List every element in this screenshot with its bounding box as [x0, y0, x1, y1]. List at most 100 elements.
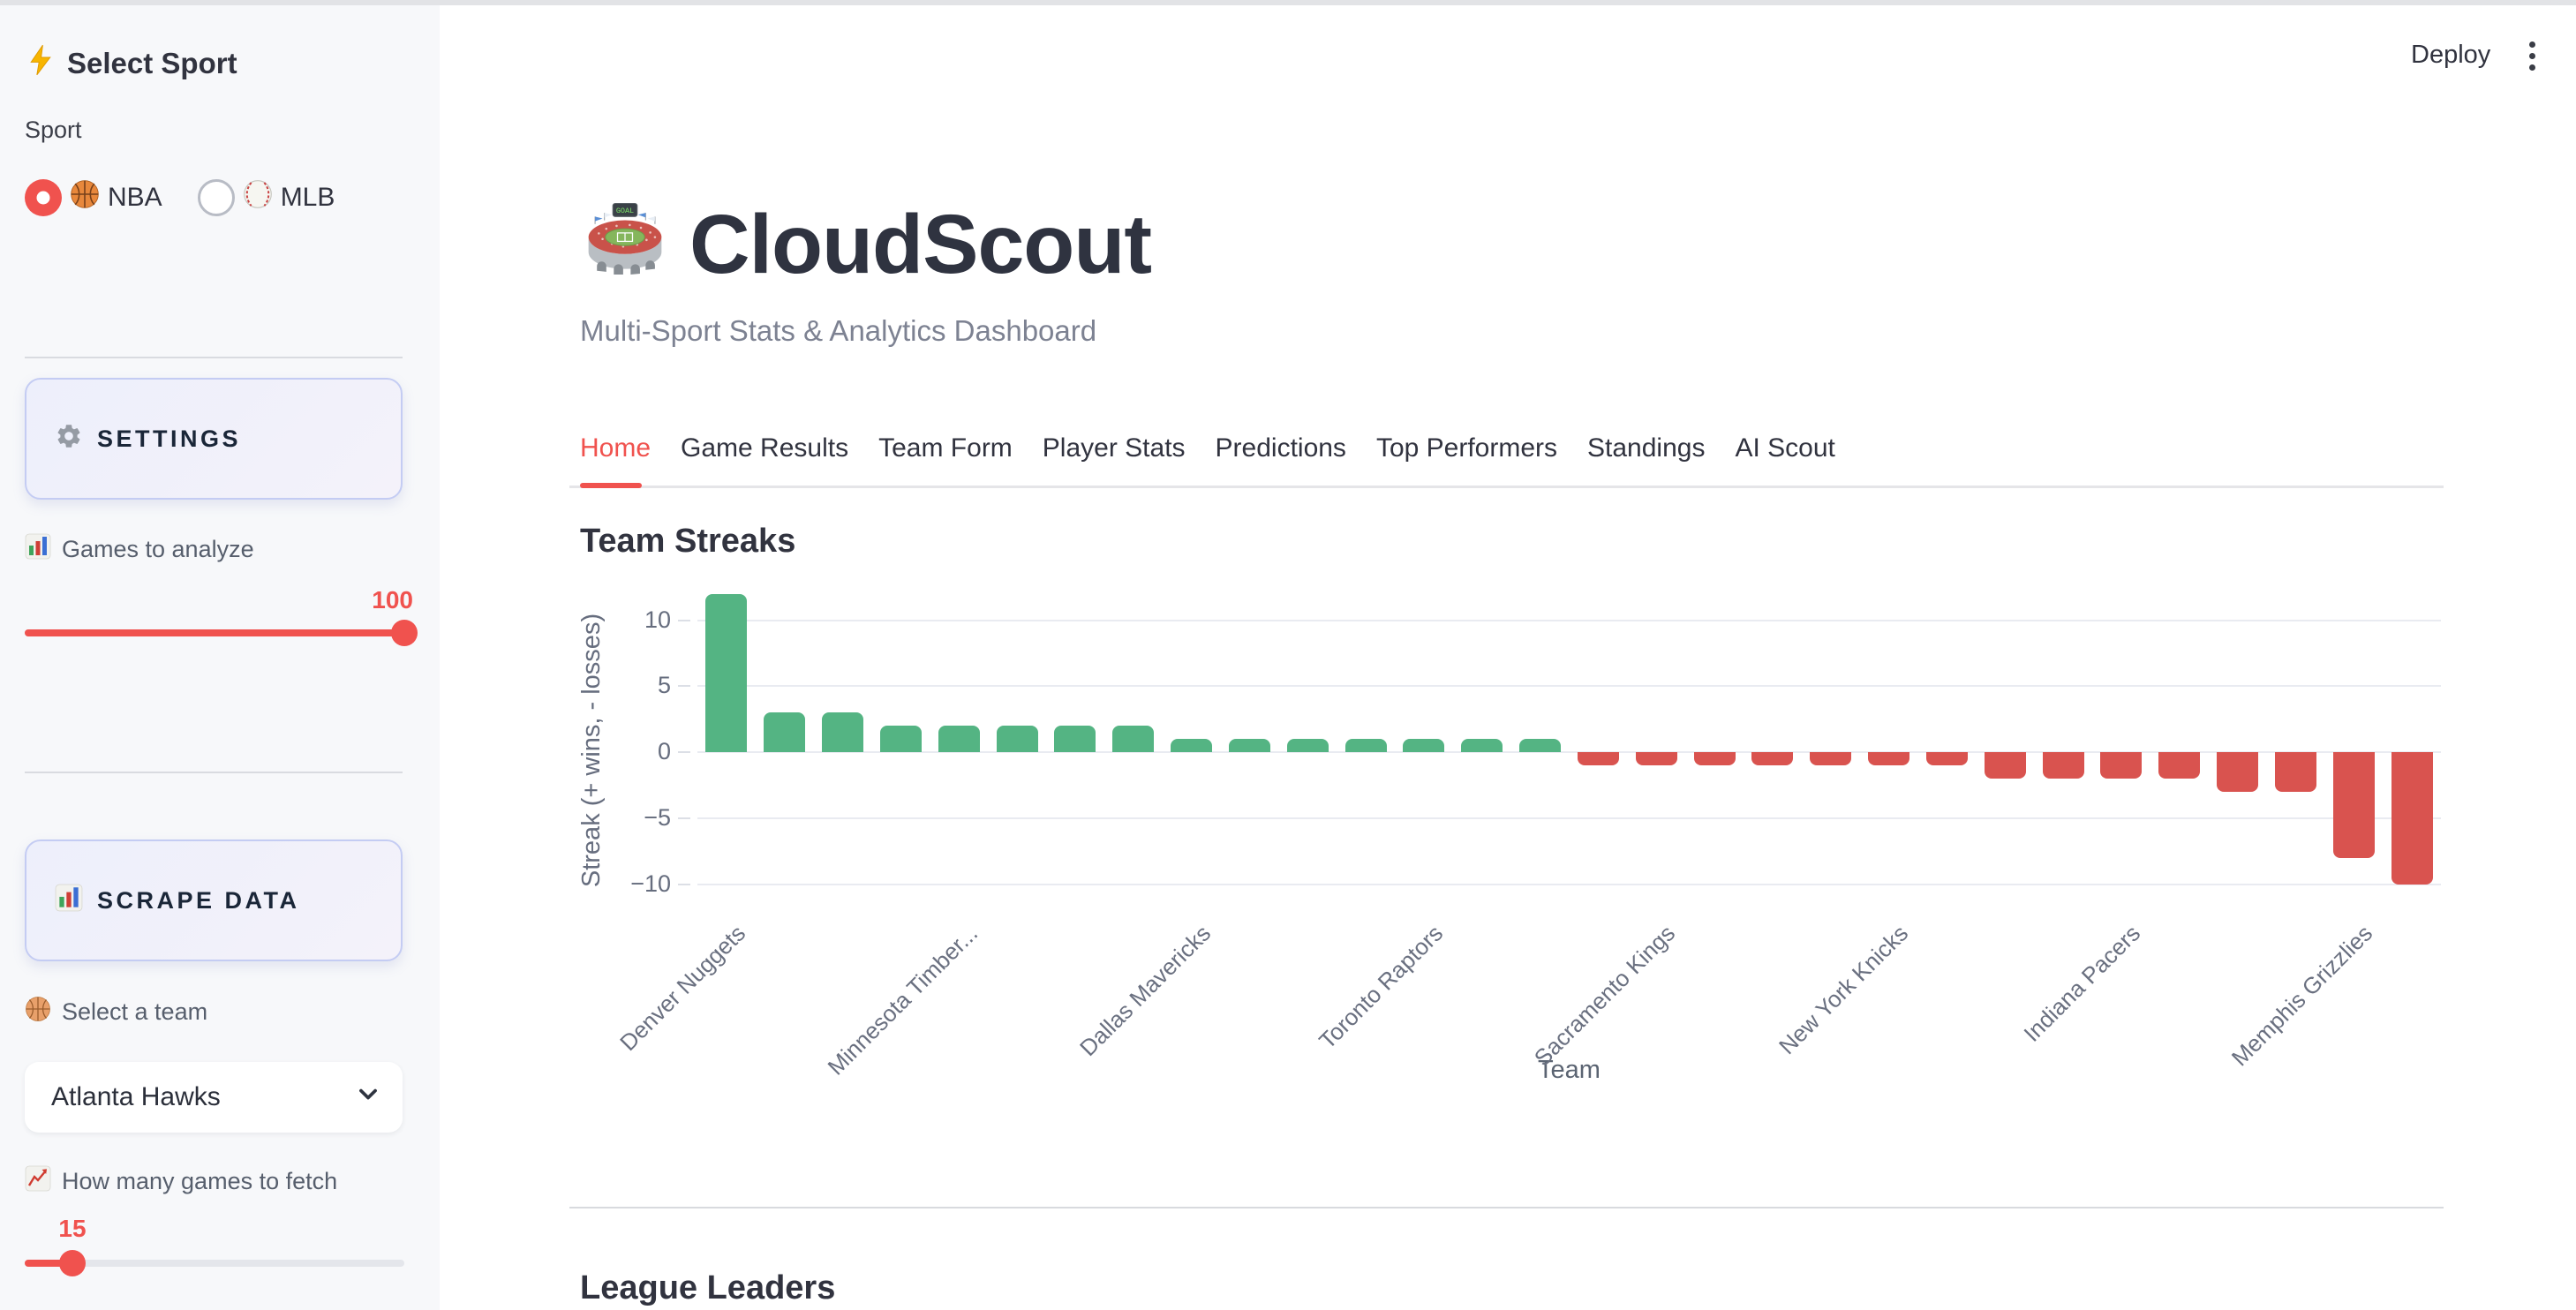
y-tick-mark	[678, 619, 690, 621]
y-tick-label: 10	[644, 606, 671, 633]
tab-player-stats[interactable]: Player Stats	[1042, 433, 1186, 463]
bar	[2217, 752, 2259, 792]
x-tick-label: Denver Nuggets	[614, 920, 751, 1057]
x-tick-label: Memphis Grizzlies	[2226, 920, 2378, 1072]
tab-ai-scout[interactable]: AI Scout	[1735, 433, 1835, 463]
bar	[1403, 739, 1445, 752]
y-tick-mark	[678, 751, 690, 753]
bar	[1519, 739, 1562, 752]
league-leaders-heading: League Leaders	[580, 1269, 836, 1306]
x-tick-label: Sacramento Kings	[1529, 920, 1681, 1072]
bar	[996, 726, 1038, 752]
stadium-icon: GOAL	[578, 196, 672, 294]
sidebar: Select Sport Sport NBA	[0, 5, 440, 1310]
basketball-icon	[70, 179, 100, 216]
chevron-down-icon	[355, 1080, 381, 1114]
bar	[1344, 739, 1387, 752]
team-select-dropdown[interactable]: Atlanta Hawks	[25, 1062, 403, 1133]
fetch-slider-thumb[interactable]	[59, 1250, 86, 1276]
bar	[1171, 739, 1213, 752]
bar	[1054, 726, 1096, 752]
bar	[1810, 752, 1852, 765]
bar	[1925, 752, 1968, 765]
games-slider-label: Games to analyze	[25, 533, 254, 566]
bar-chart-icon	[55, 884, 83, 918]
games-slider-track[interactable]	[25, 629, 404, 636]
games-slider-label-text: Games to analyze	[62, 536, 254, 562]
bar	[2274, 752, 2316, 792]
sidebar-divider-1	[25, 357, 403, 358]
games-slider-value: 100	[372, 586, 413, 614]
bar	[1868, 752, 1910, 765]
fetch-slider-fill	[25, 1260, 72, 1267]
fetch-slider-track[interactable]	[25, 1260, 404, 1267]
tab-bar: Home Game Results Team Form Player Stats Pre…	[580, 433, 1835, 464]
svg-text:GOAL: GOAL	[616, 207, 634, 215]
bar	[1635, 752, 1677, 765]
tab-predictions[interactable]: Predictions	[1215, 433, 1346, 463]
gear-icon	[55, 422, 83, 456]
radio-option-nba[interactable]: NBA	[25, 179, 162, 216]
tab-standings[interactable]: Standings	[1587, 433, 1706, 463]
y-tick-mark	[678, 883, 690, 885]
sport-radio-group: NBA MLB	[25, 177, 335, 219]
settings-button[interactable]: SETTINGS	[25, 378, 403, 500]
gridline	[697, 751, 2441, 753]
bar	[2332, 752, 2375, 858]
bar	[2100, 752, 2143, 779]
bar	[2042, 752, 2084, 779]
sidebar-divider-2	[25, 772, 403, 773]
tab-underline-track	[569, 486, 2444, 488]
app-subtitle: Multi-Sport Stats & Analytics Dashboard	[580, 314, 1097, 347]
tab-game-results[interactable]: Game Results	[681, 433, 849, 463]
radio-option-mlb[interactable]: MLB	[197, 179, 335, 216]
team-streaks-chart: Streak (+ wins, - losses) 10 5 0 −5 −10 Denve…	[577, 565, 2441, 1112]
team-select-label-text: Select a team	[62, 998, 208, 1025]
bar	[1984, 752, 2026, 779]
y-tick-label: 5	[657, 672, 671, 699]
bar	[1461, 739, 1503, 752]
kebab-menu-icon[interactable]	[2512, 35, 2551, 76]
plot-area: 10 5 0 −5 −10 Denver Nuggets Minnesota Timber.…	[614, 565, 2441, 1112]
y-tick-label: −5	[644, 803, 671, 831]
x-tick-label: Indiana Pacers	[2018, 920, 2146, 1047]
games-slider-thumb[interactable]	[391, 620, 418, 646]
fetch-slider-label: How many games to fetch	[25, 1165, 337, 1198]
app-title-text: CloudScout	[689, 197, 1152, 291]
radio-label-mlb: MLB	[280, 183, 335, 212]
bar	[879, 726, 922, 752]
settings-button-label: SETTINGS	[97, 425, 242, 452]
team-streaks-heading: Team Streaks	[580, 523, 796, 560]
y-tick-mark	[678, 685, 690, 688]
tab-home[interactable]: Home	[580, 433, 652, 463]
y-tick-label: −10	[630, 870, 671, 897]
bar	[764, 712, 806, 752]
gridline	[697, 883, 2441, 885]
bar	[2391, 752, 2433, 885]
y-tick-mark	[678, 817, 690, 819]
gridline	[697, 685, 2441, 688]
radio-selected-icon	[25, 179, 62, 216]
bar	[705, 593, 748, 752]
main-content: Deploy GOAL	[440, 0, 2576, 1310]
tab-team-form[interactable]: Team Form	[878, 433, 1013, 463]
radio-unselected-icon	[197, 179, 235, 216]
x-axis-title: Team	[1538, 1056, 1601, 1084]
bar	[1228, 739, 1270, 752]
bar	[2158, 752, 2201, 779]
window-top-strip	[0, 0, 2576, 5]
gridline	[697, 817, 2441, 819]
baseball-icon	[243, 179, 273, 216]
sidebar-header: Select Sport	[25, 44, 237, 83]
lightning-bolt-icon	[25, 44, 56, 83]
x-tick-label: Toronto Raptors	[1314, 920, 1449, 1055]
active-tab-indicator	[580, 483, 642, 488]
tab-top-performers[interactable]: Top Performers	[1375, 433, 1558, 463]
bar	[1112, 726, 1155, 752]
sport-label: Sport	[25, 117, 82, 143]
scrape-data-button[interactable]: SCRAPE DATA	[25, 839, 403, 961]
deploy-button[interactable]: Deploy	[2411, 41, 2491, 69]
y-tick-label: 0	[657, 738, 671, 764]
x-tick-label: New York Knicks	[1773, 920, 1913, 1060]
